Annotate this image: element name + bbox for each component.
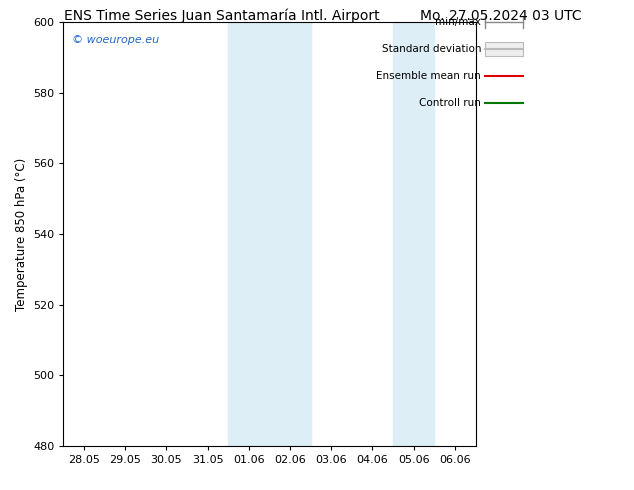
Text: ENS Time Series Juan Santamaría Intl. Airport: ENS Time Series Juan Santamaría Intl. Ai…: [64, 9, 380, 24]
Text: Controll run: Controll run: [419, 98, 481, 108]
Bar: [228, 22, 311, 446]
Y-axis label: Temperature 850 hPa (°C): Temperature 850 hPa (°C): [15, 157, 27, 311]
Text: © woeurope.eu: © woeurope.eu: [72, 35, 158, 45]
Text: min/max: min/max: [436, 17, 481, 27]
Text: Standard deviation: Standard deviation: [382, 44, 481, 54]
Bar: [393, 22, 434, 446]
Text: Mo. 27.05.2024 03 UTC: Mo. 27.05.2024 03 UTC: [420, 9, 581, 23]
Text: Ensemble mean run: Ensemble mean run: [377, 71, 481, 81]
